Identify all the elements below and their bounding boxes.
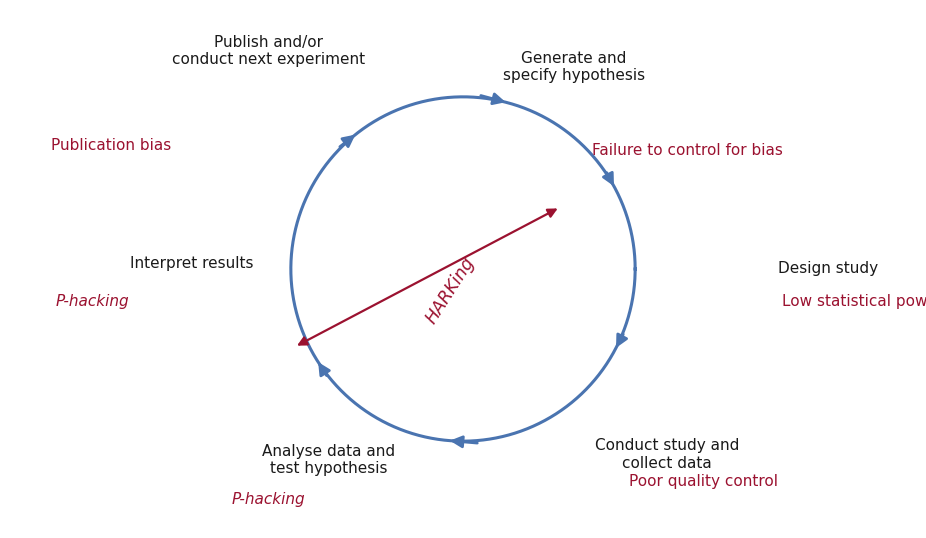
Text: Publish and/or
conduct next experiment: Publish and/or conduct next experiment — [172, 35, 365, 67]
Text: Publication bias: Publication bias — [51, 138, 171, 153]
Text: Generate and
specify hypothesis: Generate and specify hypothesis — [503, 51, 645, 83]
Text: P-hacking: P-hacking — [56, 294, 130, 309]
Text: Interpret results: Interpret results — [130, 256, 253, 271]
Text: P-hacking: P-hacking — [232, 492, 306, 507]
Text: Low statistical power: Low statistical power — [782, 294, 926, 309]
Text: Design study: Design study — [778, 261, 878, 277]
Text: Failure to control for bias: Failure to control for bias — [592, 143, 782, 158]
Text: Poor quality control: Poor quality control — [629, 474, 778, 489]
Text: Conduct study and
collect data: Conduct study and collect data — [594, 438, 739, 471]
Text: HARKing: HARKing — [422, 254, 479, 327]
Text: Analyse data and
test hypothesis: Analyse data and test hypothesis — [262, 444, 395, 476]
